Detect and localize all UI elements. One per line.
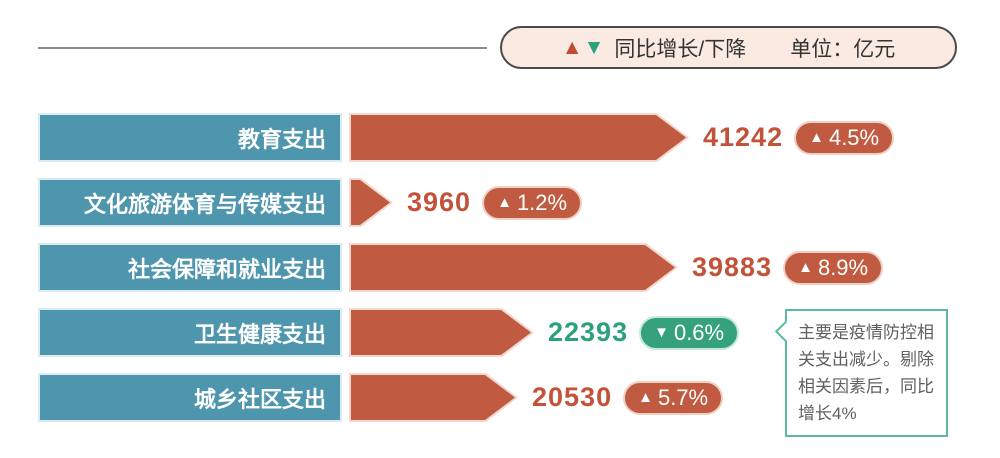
change-badge: ▼ 0.6% — [639, 315, 740, 350]
chart-row: 社会保障和就业支出 39883 ▲ 8.9% — [38, 243, 894, 292]
category-label: 文化旅游体育与传媒支出 — [38, 178, 342, 227]
change-percent: 0.6% — [673, 319, 725, 345]
change-direction-icon: ▲ — [809, 129, 824, 146]
expenditure-bar — [349, 113, 689, 162]
expenditure-bar — [349, 243, 678, 292]
change-percent: 4.5% — [828, 124, 880, 150]
bar-fill — [351, 180, 390, 225]
chart-row: 文化旅游体育与传媒支出 3960 ▲ 1.2% — [38, 178, 894, 227]
legend-label: 同比增长/下降 — [614, 37, 747, 61]
expenditure-bar — [349, 373, 518, 422]
up-triangle-icon: ▲ — [561, 36, 583, 59]
unit-label: 单位：亿元 — [790, 37, 896, 61]
change-direction-icon: ▲ — [798, 259, 813, 276]
change-percent: 8.9% — [817, 254, 869, 280]
chart-row: 教育支出 41242 ▲ 4.5% — [38, 113, 895, 162]
annotation-text: 主要是疫情防控相关支出减少。剔除相关因素后，同比增长4% — [798, 323, 934, 423]
change-direction-icon: ▲ — [497, 194, 512, 211]
change-direction-icon: ▲ — [638, 389, 653, 406]
expenditure-bar — [349, 308, 534, 357]
down-triangle-icon: ▼ — [583, 36, 605, 59]
bar-chart: 教育支出 41242 ▲ 4.5% 文化旅游体育与传媒支出 3960 ▲ 1.2… — [38, 113, 895, 438]
change-badge: ▲ 1.2% — [482, 185, 583, 220]
change-percent: 1.2% — [516, 189, 568, 215]
category-label: 教育支出 — [38, 113, 342, 162]
chart-row: 卫生健康支出 22393 ▼ 0.6% — [38, 308, 894, 357]
value-label: 22393 — [548, 317, 629, 347]
change-badge: ▲ 4.5% — [794, 120, 895, 155]
header-divider-line — [38, 47, 487, 49]
bar-fill — [351, 310, 531, 355]
change-badge: ▲ 5.7% — [623, 380, 724, 415]
value-label: 41242 — [703, 122, 784, 152]
value-label: 20530 — [532, 382, 613, 412]
expenditure-bar — [349, 178, 393, 227]
category-label: 卫生健康支出 — [38, 308, 342, 357]
chart-row: 城乡社区支出 20530 ▲ 5.7% — [38, 373, 894, 422]
change-direction-icon: ▼ — [654, 324, 669, 341]
value-label: 3960 — [407, 187, 472, 217]
legend: ▲ ▼ 同比增长/下降 单位：亿元 — [500, 26, 957, 69]
callout-annotation: 主要是疫情防控相关支出减少。剔除相关因素后，同比增长4% — [774, 309, 948, 437]
value-label: 39883 — [692, 252, 773, 282]
bar-fill — [351, 245, 675, 290]
category-label: 城乡社区支出 — [38, 373, 342, 422]
category-label: 社会保障和就业支出 — [38, 243, 342, 292]
change-percent: 5.7% — [657, 384, 709, 410]
bar-fill — [351, 375, 515, 420]
bar-fill — [351, 115, 686, 160]
change-badge: ▲ 8.9% — [783, 250, 884, 285]
